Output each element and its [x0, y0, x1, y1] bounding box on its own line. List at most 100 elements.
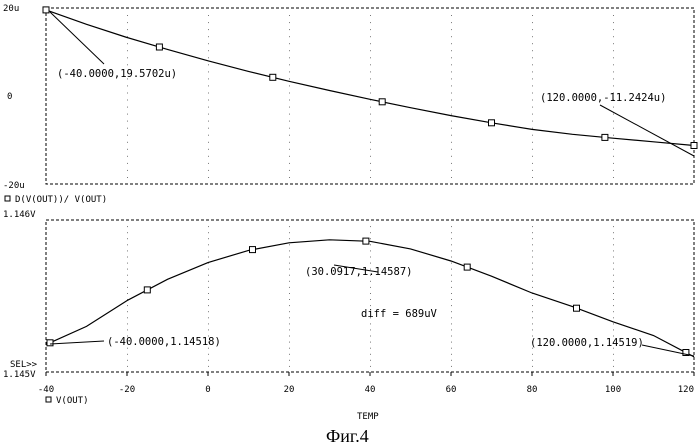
- top-grid-dot: [289, 29, 290, 30]
- bottom-grid-dot: [289, 232, 290, 233]
- top-y-tick-zero: 0: [7, 92, 12, 102]
- bottom-grid-dot: [370, 226, 371, 227]
- top-grid-dot: [208, 57, 209, 58]
- top-grid-dot: [289, 142, 290, 143]
- top-grid-dot: [451, 93, 452, 94]
- bottom-grid-dot: [289, 354, 290, 355]
- bottom-grid-dot: [208, 275, 209, 276]
- top-grid-dot: [127, 163, 128, 164]
- top-grid-dot: [451, 29, 452, 30]
- top-grid-dot: [289, 170, 290, 171]
- bottom-grid-dot: [451, 329, 452, 330]
- bottom-grid-dot: [208, 244, 209, 245]
- bottom-grid-dot: [127, 244, 128, 245]
- bottom-marker-3: [363, 238, 369, 244]
- top-grid-dot: [370, 156, 371, 157]
- top-grid-dot: [613, 15, 614, 16]
- bottom-grid-dot: [532, 360, 533, 361]
- bottom-grid-dot: [451, 311, 452, 312]
- top-grid-dot: [127, 156, 128, 157]
- top-grid-dot: [451, 100, 452, 101]
- bottom-grid-dot: [451, 263, 452, 264]
- top-grid-dot: [289, 15, 290, 16]
- top-y-tick-max: 20u: [3, 4, 19, 14]
- x-tick-label: 60: [446, 385, 457, 395]
- bottom-grid-dot: [370, 281, 371, 282]
- top-grid-dot: [370, 107, 371, 108]
- top-grid-dot: [451, 170, 452, 171]
- bottom-y-tick-min: 1.145V: [3, 370, 36, 380]
- bottom-grid-dot: [370, 257, 371, 258]
- diff-label: diff = 689uV: [361, 308, 438, 320]
- top-grid-dot: [127, 142, 128, 143]
- bottom-grid-dot: [451, 269, 452, 270]
- bottom-grid-dot: [370, 323, 371, 324]
- top-grid-dot: [451, 36, 452, 37]
- top-grid-dot: [532, 36, 533, 37]
- top-marker-5: [602, 134, 608, 140]
- bottom-grid-dot: [532, 354, 533, 355]
- bottom-grid-dot: [613, 263, 614, 264]
- bottom-grid-dot: [613, 354, 614, 355]
- bottom-grid-dot: [289, 342, 290, 343]
- bottom-grid-dot: [370, 360, 371, 361]
- top-grid-dot: [532, 50, 533, 51]
- bottom-grid-dot: [532, 299, 533, 300]
- top-grid-dot: [208, 163, 209, 164]
- top-grid-dot: [127, 57, 128, 58]
- x-tick-label: 20: [284, 385, 295, 395]
- top-grid-dot: [208, 100, 209, 101]
- top-grid-dot: [613, 78, 614, 79]
- top-grid-dot: [127, 64, 128, 65]
- bottom-grid-dot: [127, 311, 128, 312]
- top-grid-dot: [289, 135, 290, 136]
- bottom-grid-dot: [127, 354, 128, 355]
- bottom-grid-dot: [127, 257, 128, 258]
- bottom-grid-dot: [208, 366, 209, 367]
- top-grid-dot: [127, 43, 128, 44]
- bottom-grid-dot: [451, 336, 452, 337]
- bottom-leader-left: [50, 341, 104, 344]
- top-marker-0: [43, 7, 49, 13]
- bottom-grid-dot: [370, 329, 371, 330]
- bottom-grid-dot: [289, 238, 290, 239]
- bottom-grid-dot: [451, 226, 452, 227]
- top-grid-dot: [532, 71, 533, 72]
- top-grid-dot: [451, 71, 452, 72]
- top-grid-dot: [532, 100, 533, 101]
- bottom-grid-dot: [613, 366, 614, 367]
- bottom-grid-dot: [532, 329, 533, 330]
- bottom-grid-dot: [127, 263, 128, 264]
- bottom-grid-dot: [532, 226, 533, 227]
- top-grid-dot: [451, 177, 452, 178]
- top-grid-dot: [532, 177, 533, 178]
- x-axis-label: TEMP: [357, 412, 379, 422]
- bottom-grid-dot: [451, 275, 452, 276]
- bottom-grid-dot: [208, 360, 209, 361]
- bottom-grid-dot: [613, 226, 614, 227]
- bottom-grid-dot: [613, 299, 614, 300]
- x-tick-label: 100: [605, 385, 621, 395]
- top-grid-dot: [208, 64, 209, 65]
- top-grid-dot: [370, 128, 371, 129]
- top-grid-dot: [289, 128, 290, 129]
- bottom-grid-dot: [451, 348, 452, 349]
- bottom-grid-dot: [532, 263, 533, 264]
- bottom-grid-dot: [127, 281, 128, 282]
- top-grid-dot: [451, 85, 452, 86]
- top-grid-dot: [532, 43, 533, 44]
- bottom-grid-dot: [127, 269, 128, 270]
- top-grid-dot: [451, 135, 452, 136]
- bottom-grid-dot: [370, 342, 371, 343]
- bottom-grid-dot: [127, 232, 128, 233]
- bottom-grid-dot: [289, 311, 290, 312]
- top-grid-dot: [208, 93, 209, 94]
- top-grid-dot: [370, 85, 371, 86]
- top-grid-dot: [532, 93, 533, 94]
- top-leader-right: [600, 105, 694, 156]
- bottom-grid-dot: [127, 366, 128, 367]
- bottom-grid-dot: [127, 226, 128, 227]
- top-grid-dot: [208, 15, 209, 16]
- top-grid-dot: [208, 107, 209, 108]
- top-marker-4: [489, 120, 495, 126]
